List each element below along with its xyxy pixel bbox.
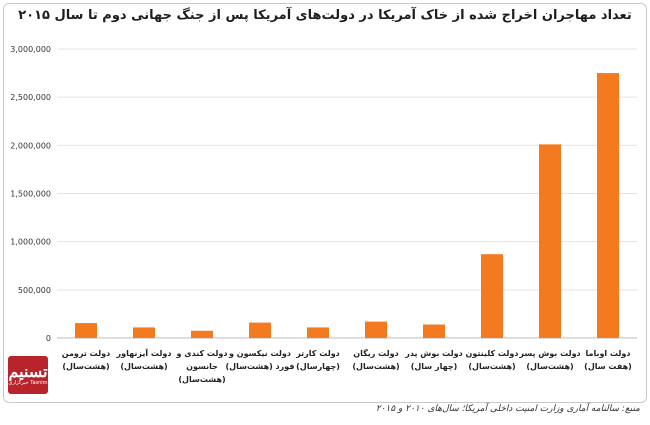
bar: [307, 327, 329, 338]
y-tick-label: 500,000: [18, 286, 51, 295]
x-category-label: دولت کلینتون: [466, 349, 519, 358]
x-category-label: دولت کارتر: [295, 349, 340, 358]
x-category-label: فورد (هشت‌سال): [225, 362, 294, 371]
bar: [597, 73, 619, 338]
y-tick-label: 1,000,000: [10, 238, 51, 247]
y-tick-label: 0: [46, 334, 51, 343]
logo-mark: تسنیم: [8, 361, 48, 381]
x-category-label: (هشت‌سال): [62, 362, 109, 371]
x-category-label: دولت ریگان: [353, 348, 398, 358]
x-category-label: دولت بوش پسر: [518, 349, 580, 359]
x-category-label: (هشت‌سال): [526, 362, 573, 371]
x-category-label: (هشت‌سال): [468, 362, 515, 371]
bar: [423, 324, 445, 338]
x-category-label: دولت بوش پدر: [404, 349, 462, 359]
x-category-label: (هشت‌سال): [352, 362, 399, 371]
logo-subtitle: خبرگزاری Tasnim: [8, 379, 48, 386]
y-tick-label: 1,500,000: [10, 190, 51, 199]
x-category-label: دولت آیزنهاور: [116, 348, 172, 358]
tasnim-logo: تسنیم خبرگزاری Tasnim: [8, 356, 48, 394]
x-category-label: جانسون: [186, 362, 218, 371]
x-category-label: (هشت‌سال): [120, 362, 167, 371]
bar: [249, 322, 271, 338]
bar: [481, 254, 503, 338]
x-category-label: دولت اوباما: [585, 349, 630, 358]
x-category-label: دولت کندی و: [176, 349, 228, 358]
x-category-label: (هفت سال): [584, 362, 632, 371]
bar: [191, 330, 213, 338]
y-tick-label: 2,000,000: [10, 141, 51, 150]
bar: [75, 323, 97, 338]
x-category-label: (چهار سال): [411, 362, 458, 371]
x-category-label: دولت ترومن: [62, 349, 110, 358]
y-tick-label: 2,500,000: [10, 93, 51, 102]
bar: [539, 144, 561, 338]
x-category-label: (چهارسال): [296, 362, 340, 371]
bar: [133, 327, 155, 338]
x-category-label: (هشت‌سال): [178, 375, 225, 384]
chart-title: تعداد مهاجران اخراج شده از خاک آمریکا در…: [18, 8, 632, 23]
x-category-label: دولت نیکسون و: [228, 349, 291, 358]
source-note: منبع: سالنامه آماری وزارت امنیت داخلی آم…: [375, 404, 640, 414]
y-tick-label: 3,000,000: [10, 45, 51, 54]
bar: [365, 321, 387, 338]
